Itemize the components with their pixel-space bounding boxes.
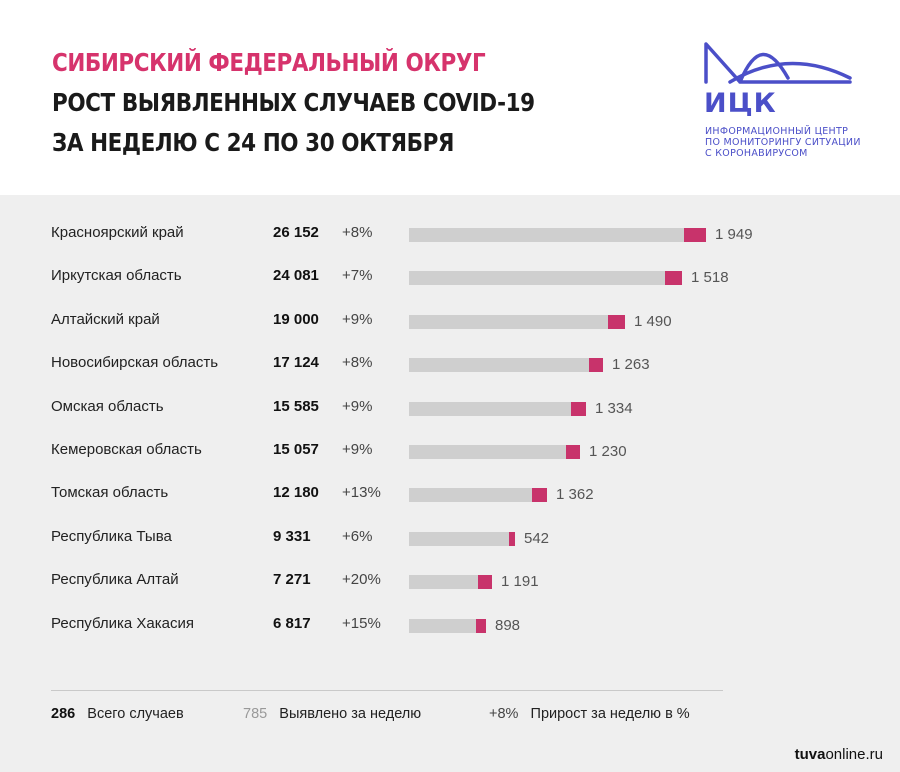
weekly-bar (608, 315, 625, 329)
total-cases-label: 24 081 (273, 267, 319, 284)
weekly-cases-label: 1 263 (612, 356, 650, 373)
total-bar (409, 402, 586, 416)
chart-row: Республика Хакасия 6 817 +15% 898 (0, 611, 900, 641)
growth-label: +6% (342, 528, 373, 545)
total-cases-label: 6 817 (273, 615, 311, 632)
total-bar (409, 315, 625, 329)
chart-row: Новосибирская область 17 124 +8% 1 263 (0, 350, 900, 380)
legend-weekly: 785 Выявлено за неделю (243, 706, 421, 722)
region-label: Республика Хакасия (51, 615, 195, 632)
weekly-cases-label: 1 191 (501, 573, 539, 590)
total-bar (409, 271, 682, 285)
region-label: Республика Алтай (51, 571, 179, 588)
legend-growth-label: Прирост за неделю в % (530, 706, 690, 722)
growth-label: +7% (342, 267, 373, 284)
total-bar (409, 228, 706, 242)
chart-row: Республика Алтай 7 271 +20% 1 191 (0, 567, 900, 597)
growth-label: +15% (342, 615, 381, 632)
legend-total-label: Всего случаев (87, 706, 184, 722)
weekly-bar (509, 532, 515, 546)
weekly-bar (478, 575, 492, 589)
logo-subtitle-line: ПО МОНИТОРИНГУ СИТУАЦИИ (705, 137, 861, 148)
region-label: Республика Тыва (51, 528, 172, 545)
watermark-bold: tuva (794, 746, 826, 763)
weekly-bar (684, 228, 706, 242)
total-cases-label: 15 057 (273, 441, 319, 458)
total-cases-label: 15 585 (273, 398, 319, 415)
growth-label: +9% (342, 398, 373, 415)
region-label: Кемеровская область (51, 441, 202, 458)
logo-subtitle-line: С КОРОНАВИРУСОМ (705, 148, 808, 159)
weekly-cases-label: 542 (524, 530, 550, 547)
weekly-bar (532, 488, 547, 502)
growth-label: +13% (342, 484, 381, 501)
legend-weekly-label: Выявлено за неделю (279, 706, 422, 722)
title-region: СИБИРСКИЙ ФЕДЕРАЛЬНЫЙ ОКРУГ (52, 48, 486, 77)
region-label: Омская область (51, 398, 164, 415)
weekly-bar (589, 358, 603, 372)
legend-divider (51, 690, 723, 691)
growth-label: +9% (342, 311, 373, 328)
legend-total: 286 Всего случаев (51, 706, 184, 722)
growth-label: +8% (342, 354, 373, 371)
chart-panel (0, 195, 900, 772)
region-label: Алтайский край (51, 311, 160, 328)
region-label: Томская область (51, 484, 169, 501)
growth-label: +8% (342, 224, 373, 241)
weekly-cases-label: 898 (495, 617, 521, 634)
chart-row: Томская область 12 180 +13% 1 362 (0, 480, 900, 510)
total-cases-label: 17 124 (273, 354, 319, 371)
weekly-cases-label: 1 362 (556, 486, 594, 503)
chart-row: Кемеровская область 15 057 +9% 1 230 (0, 437, 900, 467)
total-cases-label: 12 180 (273, 484, 319, 501)
weekly-cases-label: 1 490 (634, 313, 672, 330)
total-bar (409, 619, 486, 633)
region-label: Новосибирская область (51, 354, 219, 371)
legend-growth-sample: +8% (489, 706, 519, 722)
chart-row: Омская область 15 585 +9% 1 334 (0, 394, 900, 424)
weekly-cases-label: 1 518 (691, 269, 729, 286)
logo-mountain-icon (704, 42, 852, 84)
legend-weekly-sample: 785 (243, 706, 268, 722)
title-main: РОСТ ВЫЯВЛЕННЫХ СЛУЧАЕВ COVID-19 (52, 88, 535, 117)
weekly-bar (566, 445, 580, 459)
header: СИБИРСКИЙ ФЕДЕРАЛЬНЫЙ ОКРУГ РОСТ ВЫЯВЛЕН… (0, 0, 900, 195)
growth-label: +9% (342, 441, 373, 458)
weekly-cases-label: 1 230 (589, 443, 627, 460)
total-cases-label: 9 331 (273, 528, 311, 545)
total-bar (409, 445, 580, 459)
total-cases-label: 26 152 (273, 224, 319, 241)
watermark: tuvaonline.ru (795, 746, 883, 763)
weekly-bar (571, 402, 586, 416)
logo-abbreviation: ИЦК (704, 88, 777, 119)
title-period: ЗА НЕДЕЛЮ С 24 ПО 30 ОКТЯБРЯ (52, 128, 455, 157)
region-label: Красноярский край (51, 224, 184, 241)
logo-subtitle: ИНФОРМАЦИОННЫЙ ЦЕНТР ПО МОНИТОРИНГУ СИТУ… (705, 126, 861, 159)
total-bar (409, 532, 515, 546)
chart-row: Республика Тыва 9 331 +6% 542 (0, 524, 900, 554)
weekly-bar (476, 619, 486, 633)
total-cases-label: 19 000 (273, 311, 319, 328)
legend-total-sample: 286 (51, 706, 76, 722)
weekly-bar (665, 271, 682, 285)
logo-subtitle-line: ИНФОРМАЦИОННЫЙ ЦЕНТР (705, 126, 849, 137)
region-label: Иркутская область (51, 267, 182, 284)
weekly-cases-label: 1 334 (595, 400, 633, 417)
total-bar (409, 488, 547, 502)
watermark-rest: online.ru (825, 746, 883, 763)
total-cases-label: 7 271 (273, 571, 311, 588)
chart-row: Красноярский край 26 152 +8% 1 949 (0, 220, 900, 250)
weekly-cases-label: 1 949 (715, 226, 753, 243)
chart-row: Иркутская область 24 081 +7% 1 518 (0, 263, 900, 293)
growth-label: +20% (342, 571, 381, 588)
logo: ИЦК ИНФОРМАЦИОННЫЙ ЦЕНТР ПО МОНИТОРИНГУ … (700, 38, 870, 178)
legend-growth: +8% Прирост за неделю в % (489, 706, 690, 722)
chart-row: Алтайский край 19 000 +9% 1 490 (0, 307, 900, 337)
total-bar (409, 358, 603, 372)
total-bar (409, 575, 492, 589)
